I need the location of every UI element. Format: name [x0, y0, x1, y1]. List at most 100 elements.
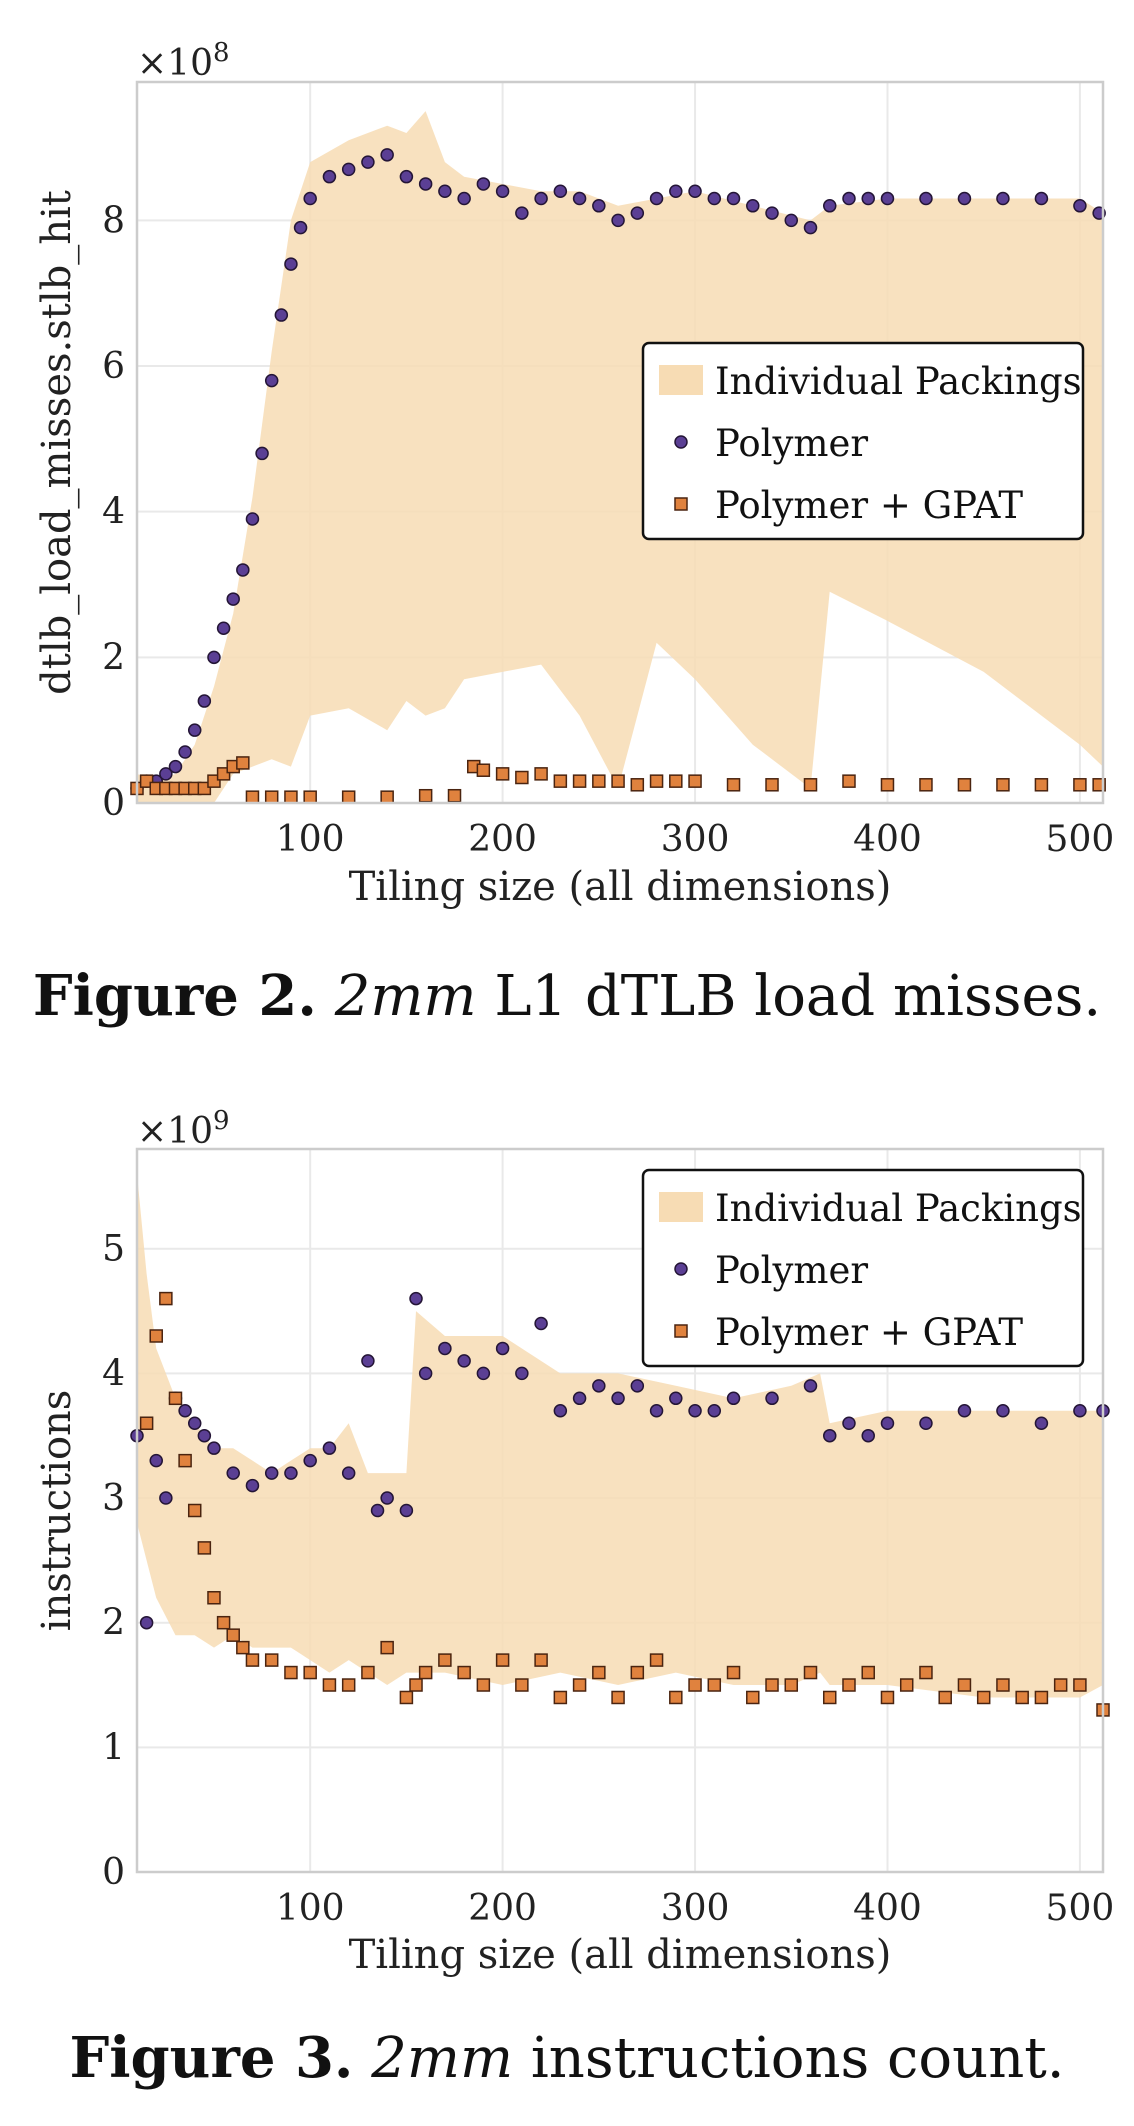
polymer-point — [572, 191, 587, 206]
legend-swatch-band — [659, 365, 703, 395]
polymer-point — [245, 1478, 260, 1493]
gpat-point — [572, 1678, 587, 1692]
caption-text: L1 dTLB load misses. — [476, 964, 1102, 1029]
gpat-point — [495, 767, 510, 781]
x-tick-label: 200 — [468, 819, 537, 860]
polymer-point — [370, 1503, 385, 1518]
gpat-point — [418, 788, 433, 803]
gpat-point — [649, 774, 664, 788]
gpat-point — [822, 1690, 837, 1705]
gpat-point — [1073, 778, 1087, 792]
gpat-point — [303, 790, 317, 804]
gpat-point — [457, 1665, 471, 1680]
gpat-point — [284, 790, 298, 804]
y-tick-label: 8 — [102, 200, 125, 241]
gpat-point — [245, 1653, 260, 1667]
legend-label: Individual Packings — [715, 360, 1082, 403]
gpat-point — [515, 1678, 529, 1692]
polymer-point — [515, 206, 529, 220]
gpat-point — [380, 790, 394, 804]
polymer-point — [996, 1404, 1010, 1418]
caption-number: Figure 3. — [69, 2025, 354, 2091]
y-tick-label: 6 — [102, 346, 125, 387]
x-tick-label: 100 — [276, 1888, 345, 1929]
polymer-point — [139, 1615, 154, 1630]
gpat-point — [139, 1416, 154, 1430]
gpat-point — [592, 1665, 606, 1680]
polymer-point — [495, 1341, 510, 1356]
polymer-point — [957, 1404, 972, 1418]
polymer-point — [341, 162, 356, 177]
caption-number: Figure 2. — [32, 963, 317, 1029]
polymer-point — [264, 1466, 279, 1480]
gpat-point — [438, 1653, 452, 1667]
gpat-point — [899, 1678, 914, 1692]
gpat-point — [187, 1503, 202, 1518]
gpat-point — [159, 1291, 173, 1306]
gpat-point — [707, 1678, 722, 1692]
legend-label: Polymer + GPAT — [715, 484, 1023, 527]
gpat-point — [534, 1653, 548, 1667]
polymer-point — [649, 191, 664, 206]
gpat-point — [399, 1690, 414, 1705]
legend-label: Polymer — [715, 1249, 868, 1292]
gpat-point — [322, 1678, 337, 1692]
multiplier-exponent: 8 — [213, 38, 230, 68]
polymer-point — [746, 199, 760, 213]
gpat-point — [236, 756, 250, 770]
gpat-point — [803, 778, 818, 792]
polymer-point — [380, 1491, 394, 1505]
polymer-point — [207, 650, 221, 665]
y-tick-label: 0 — [102, 1852, 125, 1893]
polymer-point — [1073, 1404, 1087, 1418]
legend-swatch-polymer — [674, 1262, 688, 1276]
polymer-point — [476, 177, 491, 191]
polymer-point — [187, 723, 202, 737]
x-tick-label: 100 — [276, 819, 345, 860]
polymer-point — [784, 213, 799, 228]
polymer-point — [553, 1404, 568, 1418]
x-tick-label: 500 — [1046, 1888, 1115, 1929]
y-tick-label: 3 — [102, 1478, 125, 1519]
gpat-point — [264, 790, 279, 804]
caption-benchmark: 2mm — [334, 964, 477, 1029]
plot-frame — [135, 80, 1105, 805]
polymer-point — [226, 592, 240, 606]
multiplier-base: ×10 — [137, 43, 213, 84]
polymer-point — [669, 1391, 683, 1406]
legend: Individual Packings Polymer Polymer + GPAT — [641, 341, 1085, 541]
multiplier-exponent: 9 — [213, 1106, 230, 1136]
polymer-point — [438, 1341, 452, 1356]
polymer-point — [996, 191, 1010, 206]
gpat-point — [572, 774, 587, 788]
gpat-point — [996, 1678, 1010, 1692]
y-tick-label: 0 — [102, 783, 125, 824]
polymer-point — [245, 512, 260, 526]
polymer-point — [322, 1441, 337, 1455]
y-axis-label: instructions — [34, 1390, 80, 1632]
gpat-point — [996, 778, 1010, 792]
gpat-point — [409, 1678, 423, 1692]
polymer-point — [1034, 1416, 1049, 1430]
gpat-point — [1073, 1678, 1087, 1692]
y-tick-label: 4 — [102, 492, 125, 533]
polymer-point — [919, 1416, 933, 1430]
polymer-point — [957, 191, 972, 206]
gpat-point — [284, 1665, 298, 1680]
gpat-point — [168, 1391, 183, 1406]
gpat-point — [553, 774, 568, 788]
gpat-point — [784, 1678, 799, 1692]
polymer-point — [418, 177, 433, 191]
polymer-point — [611, 1391, 625, 1406]
gpat-point — [611, 774, 625, 788]
gpat-point — [726, 778, 741, 792]
plot-frame — [135, 1147, 1105, 1874]
polymer-point — [649, 1404, 664, 1418]
polymer-point — [861, 191, 875, 206]
polymer-point — [178, 1404, 192, 1418]
gpat-point — [380, 1640, 394, 1655]
polymer-point — [322, 169, 337, 184]
figure-caption-2: Figure 2. 2mm L1 dTLB load misses. — [0, 963, 1134, 1029]
polymer-point — [187, 1416, 202, 1430]
